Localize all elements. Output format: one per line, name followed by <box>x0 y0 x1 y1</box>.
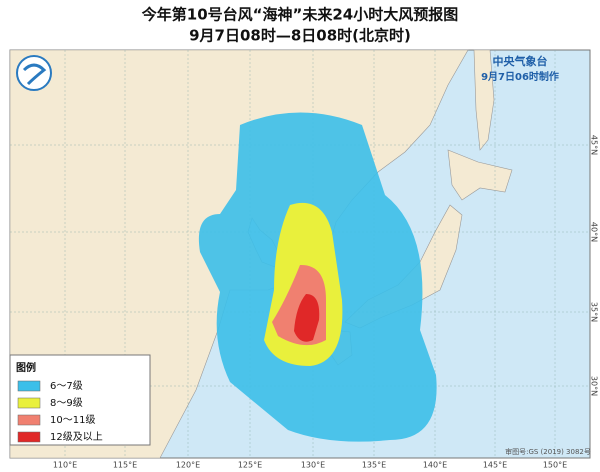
hokkaido <box>447 149 513 201</box>
legend-label: 10～11级 <box>50 414 95 426</box>
longitude-label: 120°E <box>176 461 200 470</box>
longitude-label: 115°E <box>113 461 137 470</box>
longitude-label: 130°E <box>301 461 325 470</box>
review-number: 审图号:GS (2019) 3082号 <box>505 447 591 456</box>
longitude-label: 110°E <box>53 461 77 470</box>
map-title: 今年第10号台风“海神”未来24小时大风预报图 <box>141 6 458 24</box>
legend-swatch <box>17 380 41 392</box>
legend: 图例 6～7级 8～9级 10～11级 12级及以上 <box>9 354 151 446</box>
longitude-label: 140°E <box>423 461 447 470</box>
legend-title: 图例 <box>16 361 36 374</box>
latitude-label: 35°N <box>590 302 599 322</box>
legend-label: 8～9级 <box>50 397 83 409</box>
longitude-label: 135°E <box>362 461 386 470</box>
latitude-label: 40°N <box>590 222 599 242</box>
latitude-label: 30°N <box>590 376 599 396</box>
map-subtitle: 9月7日08时—8日08时(北京时) <box>189 27 411 45</box>
legend-swatch <box>17 414 41 426</box>
latitude-labels: 45°N 40°N 35°N 30°N <box>590 135 599 396</box>
longitude-labels: 110°E 115°E 120°E 125°E 130°E 135°E 140°E 145°E… <box>53 461 567 470</box>
legend-items: 6～7级 8～9级 10～11级 12级及以上 <box>17 380 103 443</box>
longitude-label: 150°E <box>543 461 567 470</box>
legend-swatch <box>17 397 41 409</box>
longitude-label: 145°E <box>483 461 507 470</box>
wind-zone-12 <box>294 294 320 342</box>
legend-label: 6～7级 <box>50 380 83 392</box>
sakhalin <box>473 49 495 151</box>
agency-logo-mark <box>22 63 47 86</box>
issue-time: 9月7日06时制作 <box>481 70 559 83</box>
latitude-label: 45°N <box>590 135 599 155</box>
agency-logo <box>16 55 52 91</box>
legend-swatch <box>17 431 41 443</box>
legend-label: 12级及以上 <box>50 431 103 443</box>
longitude-label: 125°E <box>238 461 262 470</box>
agency-name: 中央气象台 <box>493 54 548 68</box>
